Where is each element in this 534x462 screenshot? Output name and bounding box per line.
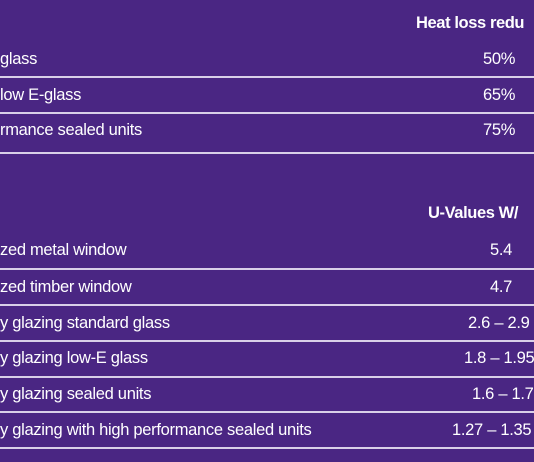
row-divider [0,76,534,78]
table-row: zed timber window 4.7 [0,278,534,312]
row-value: 1.8 – 1.95 [464,349,534,367]
row-value: 1.27 – 1.35 [452,421,532,439]
table-row: zed metal window 5.4 [0,241,534,275]
row-divider [0,376,534,378]
row-divider [0,112,534,114]
row-divider [0,152,534,154]
row-label: glass [0,50,38,68]
row-label: low E-glass [0,86,82,104]
row-label: y glazing with high performance sealed u… [0,421,312,439]
row-value: 2.6 – 2.9 [468,314,530,332]
row-label: zed metal window [0,241,127,259]
table-row: y glazing low-E glass 1.8 – 1.95 [0,349,534,383]
table-row: y glazing standard glass 2.6 – 2.9 [0,314,534,348]
row-label: zed timber window [0,278,132,296]
row-divider [0,268,534,270]
row-divider [0,304,534,306]
heat-loss-header: Heat loss redu [416,14,525,32]
row-divider [0,340,534,342]
row-divider [0,447,534,449]
row-label: y glazing low-E glass [0,349,148,367]
table-row: y glazing with high performance sealed u… [0,421,534,455]
u-values-header: U-Values W/ [428,204,519,222]
row-label: rmance sealed units [0,121,142,139]
row-label: y glazing standard glass [0,314,170,332]
table-row: low E-glass 65% [0,86,534,120]
row-label: y glazing sealed units [0,385,152,403]
row-value: 75% [483,121,516,139]
row-divider [0,411,534,413]
row-value: 4.7 [490,278,513,296]
table-row: y glazing sealed units 1.6 – 1.7 [0,385,534,419]
row-value: 5.4 [490,241,513,259]
row-value: 1.6 – 1.7 [472,385,534,403]
table-row: glass 50% [0,50,534,84]
table-row: rmance sealed units 75% [0,121,534,155]
row-value: 50% [483,50,516,68]
row-value: 65% [483,86,516,104]
